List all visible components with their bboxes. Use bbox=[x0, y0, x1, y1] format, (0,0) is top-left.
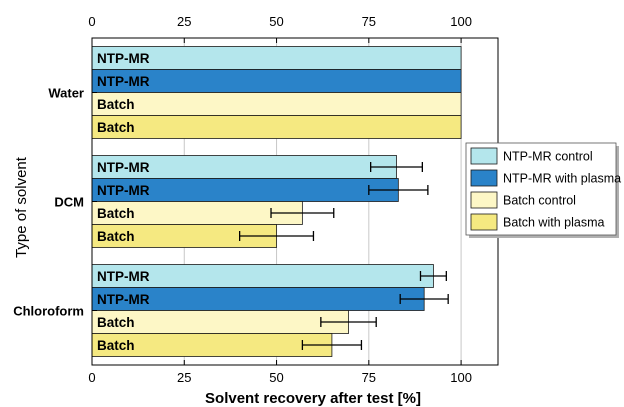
legend-label: Batch with plasma bbox=[503, 216, 604, 230]
x-axis-title: Solvent recovery after test [%] bbox=[205, 390, 421, 407]
x-tick-label-top: 100 bbox=[450, 14, 472, 29]
labels: 0 0 25 25 50 50 75 75 100 100 Water NTP-MR NTP-MR Bat… bbox=[13, 14, 472, 385]
ticks bbox=[91, 38, 462, 365]
x-tick-label-top: 25 bbox=[177, 14, 191, 29]
x-tick-label-top: 50 bbox=[269, 14, 283, 29]
bar bbox=[91, 92, 462, 116]
bar-label: NTP-MR bbox=[97, 269, 150, 284]
category-label: DCM bbox=[54, 195, 84, 210]
bar-label: Batch bbox=[97, 229, 135, 244]
x-tick-label-top: 0 bbox=[88, 14, 95, 29]
bar-label: Batch bbox=[97, 315, 135, 330]
legend-label: NTP-MR with plasma bbox=[503, 172, 621, 186]
legend-swatch bbox=[470, 169, 498, 187]
legend-label: NTP-MR control bbox=[503, 150, 593, 164]
legend-swatch bbox=[470, 213, 498, 231]
y-axis-title: Type of solvent bbox=[13, 156, 30, 258]
bar-label: Batch bbox=[97, 338, 135, 353]
x-tick-label: 100 bbox=[450, 370, 472, 385]
bars bbox=[91, 46, 462, 357]
x-tick-label: 0 bbox=[88, 370, 95, 385]
error-bars bbox=[238, 162, 449, 350]
bar-label: NTP-MR bbox=[97, 74, 150, 89]
category-label: Chloroform bbox=[13, 304, 84, 319]
bar-label: NTP-MR bbox=[97, 51, 150, 66]
x-tick-label-top: 75 bbox=[362, 14, 376, 29]
category-label: Water bbox=[48, 86, 84, 101]
bar-label: Batch bbox=[97, 97, 135, 112]
bar bbox=[91, 115, 462, 139]
x-tick-label: 25 bbox=[177, 370, 191, 385]
bar-label: NTP-MR bbox=[97, 160, 150, 175]
bar-label: NTP-MR bbox=[97, 292, 150, 307]
bar-label: Batch bbox=[97, 120, 135, 135]
bar-label: NTP-MR bbox=[97, 183, 150, 198]
legend: NTP-MR control NTP-MR with plasma Batch co… bbox=[465, 142, 621, 238]
legend-swatch bbox=[470, 191, 498, 209]
legend-swatch bbox=[470, 147, 498, 165]
x-tick-label: 50 bbox=[269, 370, 283, 385]
x-tick-label: 75 bbox=[362, 370, 376, 385]
bar-label: Batch bbox=[97, 206, 135, 221]
legend-label: Batch control bbox=[503, 194, 576, 208]
